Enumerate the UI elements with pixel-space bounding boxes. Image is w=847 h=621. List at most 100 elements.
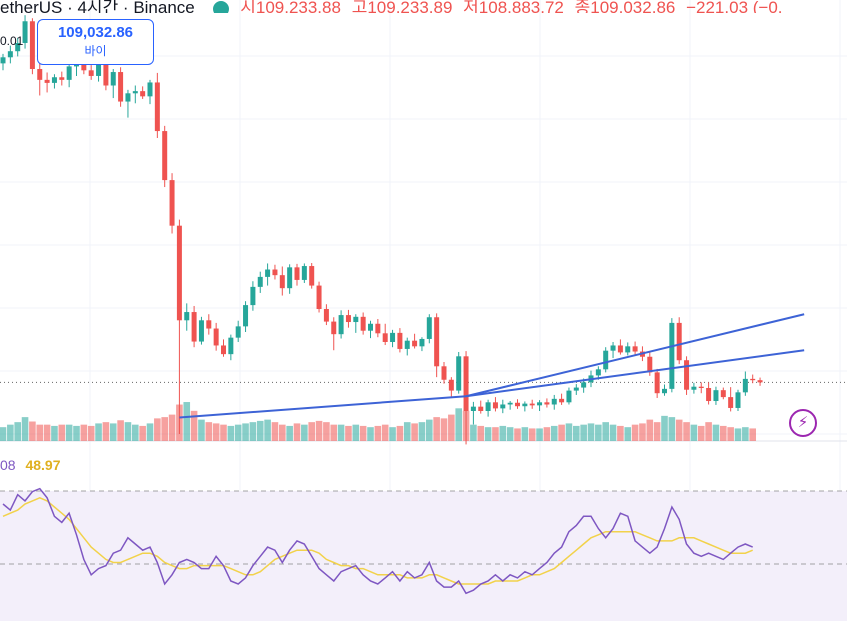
volume-bar	[14, 422, 21, 441]
candle-body	[419, 338, 425, 347]
volume-bar	[543, 427, 551, 441]
candle-body	[184, 312, 190, 321]
volume-bar	[617, 425, 624, 441]
candle-body	[492, 402, 498, 409]
candle-body	[338, 315, 344, 335]
candle-body	[742, 378, 748, 393]
candle-body	[0, 57, 6, 64]
candle-body	[463, 356, 469, 411]
candle-body	[176, 225, 182, 321]
symbol-header: etherUS · 4시간 · Binance 시109,233.88 고109…	[0, 0, 789, 13]
candle-body	[110, 72, 116, 86]
volume-bar	[161, 417, 168, 441]
volume-bar	[477, 425, 485, 441]
volume-bar	[580, 424, 587, 441]
volume-bar	[227, 425, 235, 441]
volume-bar	[132, 424, 139, 441]
volume-bar	[271, 422, 279, 441]
volume-bar	[749, 428, 756, 441]
candle-body	[353, 316, 359, 323]
volume-bar	[646, 419, 654, 441]
volume-bar	[661, 415, 668, 441]
trendline	[465, 313, 805, 398]
buy-button[interactable]: 109,032.86 바이	[37, 19, 154, 65]
volume-bar	[492, 427, 499, 441]
candle-body	[59, 77, 65, 80]
volume-bar	[124, 422, 132, 441]
volume-bar	[374, 425, 382, 441]
candle-body	[485, 402, 491, 411]
volume-bar	[286, 425, 293, 441]
candle-body	[456, 356, 462, 391]
volume-bar	[514, 428, 521, 441]
candle-body	[757, 380, 763, 383]
volume-bar	[36, 424, 44, 441]
volume-bar	[536, 428, 543, 441]
rsi-line	[2, 487, 753, 595]
candle-body	[750, 378, 756, 381]
volume-bar	[521, 427, 529, 441]
candle-body	[537, 402, 543, 406]
volume-bar	[609, 424, 617, 441]
volume-bar	[573, 425, 580, 441]
candle-body	[265, 269, 271, 277]
volume-bar	[683, 422, 690, 441]
volume-bar	[205, 422, 213, 441]
candle-body	[654, 372, 660, 394]
ohlc-change: −221.03 (−0.	[686, 0, 783, 13]
volume-bar	[653, 422, 661, 441]
ohlc-close: 종109,032.86	[574, 0, 676, 13]
volume-bar	[242, 423, 249, 441]
volume-bar	[470, 424, 477, 441]
ohlc-low: 저108,883.72	[463, 0, 564, 13]
volume-bar	[183, 402, 191, 441]
candle-body	[713, 390, 719, 402]
candle-body	[441, 366, 447, 380]
volume-bar	[565, 423, 573, 441]
trendline	[179, 395, 467, 419]
candle-body	[684, 360, 690, 390]
ohlc-high: 고109,233.89	[351, 0, 453, 13]
volume-bar	[506, 427, 514, 441]
trendlines[interactable]	[179, 313, 805, 419]
volume-bar	[411, 423, 418, 441]
volume-bar	[198, 419, 205, 441]
volume-bar	[301, 424, 308, 441]
volume-bar	[234, 424, 242, 441]
candle-body	[7, 51, 13, 58]
market-status-icon[interactable]	[213, 0, 230, 13]
candle-body	[88, 70, 94, 76]
candle-body	[331, 321, 337, 335]
ohlc-open: 시109,233.88	[240, 0, 341, 13]
rsi-value: 08	[0, 457, 16, 473]
candle-body	[301, 266, 307, 280]
candle-body	[250, 286, 256, 306]
volume-bar	[433, 417, 440, 441]
candle-body	[162, 131, 168, 181]
symbol-title: etherUS · 4시간 · Binance	[0, 0, 195, 13]
volume-bar	[396, 425, 404, 441]
candle-body	[691, 386, 697, 390]
candle-body	[147, 82, 153, 97]
volume-bar	[455, 408, 462, 441]
candle-body	[728, 397, 734, 408]
volume-bar	[587, 423, 595, 441]
buy-label: 바이	[84, 44, 107, 58]
candle-body	[676, 322, 682, 361]
candle-body	[478, 406, 484, 411]
volume-bar	[697, 425, 705, 441]
volume-bar	[308, 422, 315, 441]
candle-body	[198, 320, 204, 342]
volume-bar	[367, 427, 374, 441]
rsi-band	[0, 491, 847, 621]
candle-body	[720, 390, 726, 398]
volume-bar	[484, 427, 492, 441]
candle-body	[103, 55, 109, 86]
candle-body	[29, 21, 35, 70]
candle-body	[66, 66, 72, 80]
lightning-icon[interactable]: ⚡	[789, 409, 817, 437]
volume-bar	[712, 424, 720, 441]
volume-bar	[345, 425, 352, 441]
volume-bar	[418, 422, 426, 441]
